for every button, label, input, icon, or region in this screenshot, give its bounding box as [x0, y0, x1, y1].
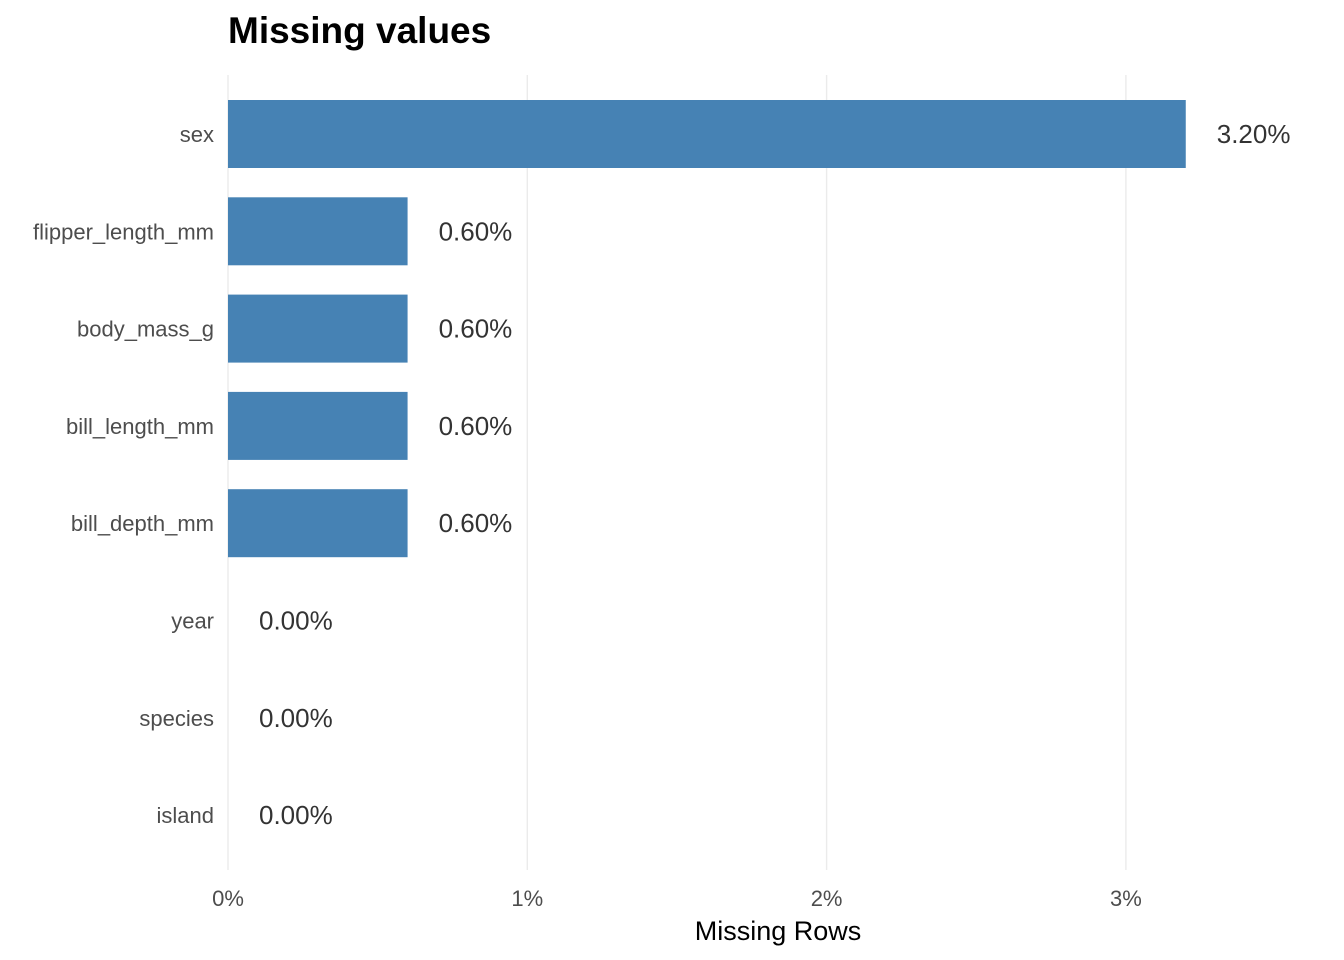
bar-value-label: 0.60%	[439, 216, 513, 246]
category-label: species	[139, 706, 214, 731]
chart-title: Missing values	[228, 10, 491, 51]
bar	[228, 489, 408, 558]
category-label: island	[157, 803, 214, 828]
gridlines	[227, 75, 1127, 870]
bar	[228, 197, 408, 266]
x-tick-labels: 0% 1% 2% 3%	[212, 886, 1142, 911]
x-tick-label: 0%	[212, 886, 244, 911]
bars	[228, 100, 1186, 558]
bar-value-label: 0.00%	[259, 606, 333, 636]
bar-value-label: 0.60%	[439, 411, 513, 441]
bar-value-label: 0.00%	[259, 703, 333, 733]
bar-value-label: 3.20%	[1217, 119, 1291, 149]
value-labels: 3.20% 0.60% 0.60% 0.60% 0.60% 0.00% 0.00% 0.00%	[259, 119, 1290, 830]
bar	[228, 100, 1186, 168]
x-tick-label: 2%	[811, 886, 843, 911]
x-axis-title: Missing Rows	[695, 916, 862, 946]
category-labels: sex flipper_length_mm body_mass_g bill_leng…	[33, 122, 214, 828]
category-label: bill_length_mm	[66, 414, 214, 439]
category-label: year	[171, 609, 214, 634]
x-tick-label: 1%	[511, 886, 543, 911]
bar	[228, 294, 408, 363]
bar-value-label: 0.00%	[259, 800, 333, 830]
bar	[228, 391, 408, 460]
x-tick-label: 3%	[1110, 886, 1142, 911]
category-label: body_mass_g	[77, 317, 214, 342]
bar-value-label: 0.60%	[439, 508, 513, 538]
category-label: sex	[180, 122, 214, 147]
category-label: flipper_length_mm	[33, 219, 214, 244]
bar-value-label: 0.60%	[439, 314, 513, 344]
category-label: bill_depth_mm	[71, 511, 214, 536]
